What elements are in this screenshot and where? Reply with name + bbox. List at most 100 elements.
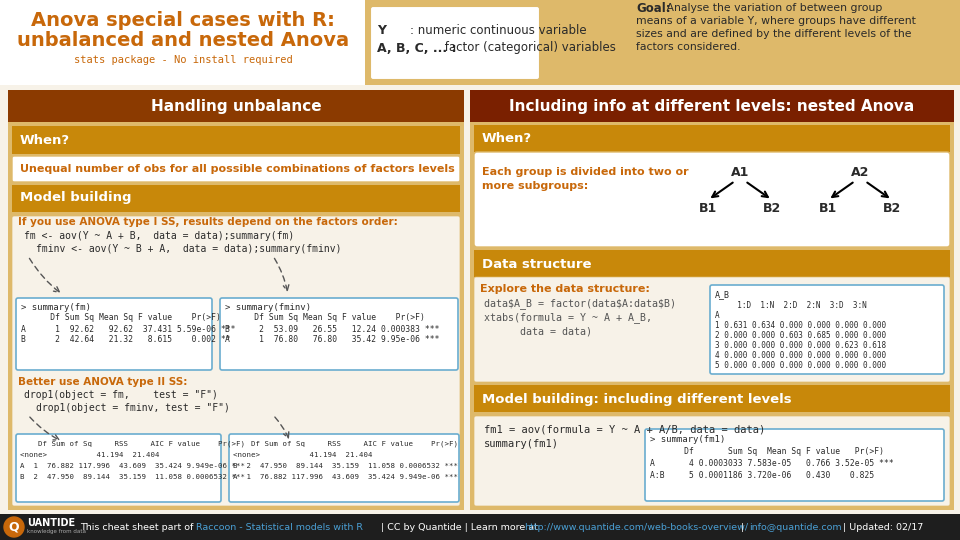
Bar: [365, 0, 630, 85]
Text: Explore the data structure:: Explore the data structure:: [480, 284, 650, 294]
Text: Df Sum of Sq     RSS     AIC F value    Pr(>F): Df Sum of Sq RSS AIC F value Pr(>F): [233, 441, 458, 447]
Text: sizes and are defined by the different levels of the: sizes and are defined by the different l…: [636, 29, 911, 39]
Text: Analyse the variation of between group: Analyse the variation of between group: [663, 3, 882, 13]
Text: Y: Y: [377, 24, 386, 37]
Text: Model building: Model building: [20, 192, 132, 205]
Text: |: |: [738, 523, 747, 531]
Text: Df       Sum Sq  Mean Sq F value   Pr(>F): Df Sum Sq Mean Sq F value Pr(>F): [650, 447, 884, 456]
Text: Df Sum Sq Mean Sq F value    Pr(>F): Df Sum Sq Mean Sq F value Pr(>F): [21, 314, 221, 322]
Text: A       4 0.0003033 7.583e-05   0.766 3.52e-05 ***: A 4 0.0003033 7.583e-05 0.766 3.52e-05 *…: [650, 458, 894, 468]
Bar: [0, 514, 960, 540]
Text: means of a variable Y, where groups have different: means of a variable Y, where groups have…: [636, 16, 916, 26]
Text: 5 0.000 0.000 0.000 0.000 0.000 0.000: 5 0.000 0.000 0.000 0.000 0.000 0.000: [715, 361, 886, 369]
Text: B  2  47.950  89.144  35.159  11.058 0.0006532 ***: B 2 47.950 89.144 35.159 11.058 0.000653…: [20, 474, 245, 480]
Bar: [0, 0, 365, 85]
Text: > summary(fm1): > summary(fm1): [650, 435, 725, 443]
Bar: [474, 385, 950, 412]
Text: B2: B2: [883, 201, 901, 214]
Text: <none>           41.194  21.404: <none> 41.194 21.404: [20, 452, 159, 458]
Bar: [474, 250, 950, 277]
FancyBboxPatch shape: [474, 277, 950, 382]
Text: B1: B1: [699, 201, 717, 214]
Text: fminv <- aov(Y ~ B + A,  data = data);summary(fminv): fminv <- aov(Y ~ B + A, data = data);sum…: [36, 244, 342, 254]
FancyBboxPatch shape: [710, 285, 944, 374]
Text: 4 0.000 0.000 0.000 0.000 0.000 0.000: 4 0.000 0.000 0.000 0.000 0.000 0.000: [715, 350, 886, 360]
Text: xtabs(formula = Y ~ A + A_B,: xtabs(formula = Y ~ A + A_B,: [484, 313, 652, 323]
FancyBboxPatch shape: [16, 298, 212, 370]
Text: A      1  92.62   92.62  37.431 5.59e-06 ***: A 1 92.62 92.62 37.431 5.59e-06 ***: [21, 325, 235, 334]
Text: <none>           41.194  21.404: <none> 41.194 21.404: [233, 452, 372, 458]
Text: Anova special cases with R:: Anova special cases with R:: [31, 10, 335, 30]
Text: Each group is divided into two or: Each group is divided into two or: [482, 167, 688, 177]
Text: A:B     5 0.0001186 3.720e-06   0.430    0.825: A:B 5 0.0001186 3.720e-06 0.430 0.825: [650, 470, 875, 480]
Text: B  2  47.950  89.144  35.159  11.058 0.0006532 ***: B 2 47.950 89.144 35.159 11.058 0.000653…: [233, 463, 458, 469]
Text: > summary(fminv): > summary(fminv): [225, 302, 311, 312]
Text: When?: When?: [482, 132, 532, 145]
Text: A2: A2: [851, 166, 869, 179]
Text: more subgroups:: more subgroups:: [482, 181, 588, 191]
Text: stats package - No install required: stats package - No install required: [74, 55, 293, 65]
Text: A: A: [715, 310, 720, 320]
Text: B      2  42.64   21.32   8.615    0.002 **: B 2 42.64 21.32 8.615 0.002 **: [21, 335, 230, 345]
Text: B1: B1: [819, 201, 837, 214]
Text: data = data): data = data): [520, 327, 592, 337]
Text: Unequal number of obs for all possible combinations of factors levels: Unequal number of obs for all possible c…: [20, 164, 455, 174]
Text: A_B: A_B: [715, 291, 730, 300]
Text: | Updated: 02/17: | Updated: 02/17: [840, 523, 924, 531]
Text: > summary(fm): > summary(fm): [21, 302, 91, 312]
FancyBboxPatch shape: [229, 434, 459, 502]
FancyBboxPatch shape: [645, 429, 944, 501]
Bar: [470, 90, 954, 510]
Text: 1 0.631 0.634 0.000 0.000 0.000 0.000: 1 0.631 0.634 0.000 0.000 0.000 0.000: [715, 321, 886, 329]
Text: drop1(object = fminv, test = "F"): drop1(object = fminv, test = "F"): [36, 403, 229, 413]
Text: 1:D  1:N  2:D  2:N  3:D  3:N: 1:D 1:N 2:D 2:N 3:D 3:N: [728, 300, 867, 309]
Text: Model building: including different levels: Model building: including different leve…: [482, 393, 792, 406]
Text: Df Sum of Sq     RSS     AIC F value    Pr(>F): Df Sum of Sq RSS AIC F value Pr(>F): [20, 441, 245, 447]
Text: : numeric continuous variable: : numeric continuous variable: [410, 24, 587, 37]
FancyBboxPatch shape: [220, 298, 458, 370]
Text: A, B, C, ... :: A, B, C, ... :: [377, 42, 457, 55]
Text: fm1 = aov(formula = Y ~ A + A/B, data = data): fm1 = aov(formula = Y ~ A + A/B, data = …: [484, 424, 765, 434]
Bar: [470, 90, 954, 122]
Text: Raccoon - Statistical models with R: Raccoon - Statistical models with R: [196, 523, 363, 531]
Bar: [630, 0, 960, 85]
Text: unbalanced and nested Anova: unbalanced and nested Anova: [17, 30, 349, 50]
Text: Df Sum Sq Mean Sq F value    Pr(>F): Df Sum Sq Mean Sq F value Pr(>F): [225, 314, 425, 322]
Text: Goal:: Goal:: [636, 2, 671, 15]
Text: fm <- aov(Y ~ A + B,  data = data);summary(fm): fm <- aov(Y ~ A + B, data = data);summar…: [24, 231, 295, 241]
Text: UANTIDE: UANTIDE: [27, 518, 75, 528]
Text: When?: When?: [20, 133, 70, 146]
Text: data$A_B = factor(data$A:data$B): data$A_B = factor(data$A:data$B): [484, 299, 676, 309]
Text: factor (categorical) variables: factor (categorical) variables: [441, 42, 616, 55]
Text: Including info at different levels: nested Anova: Including info at different levels: nest…: [510, 98, 915, 113]
Bar: [12, 126, 460, 154]
Text: 3 0.000 0.000 0.000 0.000 0.623 0.618: 3 0.000 0.000 0.000 0.000 0.623 0.618: [715, 341, 886, 349]
Text: Q: Q: [9, 521, 19, 534]
FancyBboxPatch shape: [12, 216, 460, 506]
Text: A  1  76.882 117.996  43.609  35.424 9.949e-06 ***: A 1 76.882 117.996 43.609 35.424 9.949e-…: [20, 463, 245, 469]
Text: A  1  76.882 117.996  43.609  35.424 9.949e-06 ***: A 1 76.882 117.996 43.609 35.424 9.949e-…: [233, 474, 458, 480]
Circle shape: [4, 517, 24, 537]
Text: B      2  53.09   26.55   12.24 0.000383 ***: B 2 53.09 26.55 12.24 0.000383 ***: [225, 325, 440, 334]
Text: Handling unbalance: Handling unbalance: [151, 98, 322, 113]
Text: knowledge from data: knowledge from data: [27, 530, 86, 535]
FancyBboxPatch shape: [474, 152, 950, 247]
Text: summary(fm1): summary(fm1): [484, 439, 559, 449]
Text: 2 0.000 0.000 0.603 0.685 0.000 0.000: 2 0.000 0.000 0.603 0.685 0.000 0.000: [715, 330, 886, 340]
Text: This cheat sheet part of: This cheat sheet part of: [80, 523, 197, 531]
FancyBboxPatch shape: [12, 156, 460, 182]
Text: factors considered.: factors considered.: [636, 42, 740, 52]
FancyBboxPatch shape: [474, 416, 950, 506]
Text: If you use ANOVA type I SS, results depend on the factors order:: If you use ANOVA type I SS, results depe…: [18, 217, 397, 227]
Text: A1: A1: [731, 166, 749, 179]
Text: drop1(object = fm,    test = "F"): drop1(object = fm, test = "F"): [24, 390, 218, 400]
FancyBboxPatch shape: [16, 434, 221, 502]
FancyBboxPatch shape: [370, 6, 540, 80]
Bar: [8, 90, 464, 510]
Text: A      1  76.80   76.80   35.42 9.95e-06 ***: A 1 76.80 76.80 35.42 9.95e-06 ***: [225, 335, 440, 345]
Text: info@quantide.com: info@quantide.com: [749, 523, 842, 531]
Text: Data structure: Data structure: [482, 258, 591, 271]
Text: Better use ANOVA type II SS:: Better use ANOVA type II SS:: [18, 377, 187, 387]
Text: http://www.quantide.com/web-books-overview/: http://www.quantide.com/web-books-overvi…: [524, 523, 748, 531]
Bar: [8, 90, 464, 122]
